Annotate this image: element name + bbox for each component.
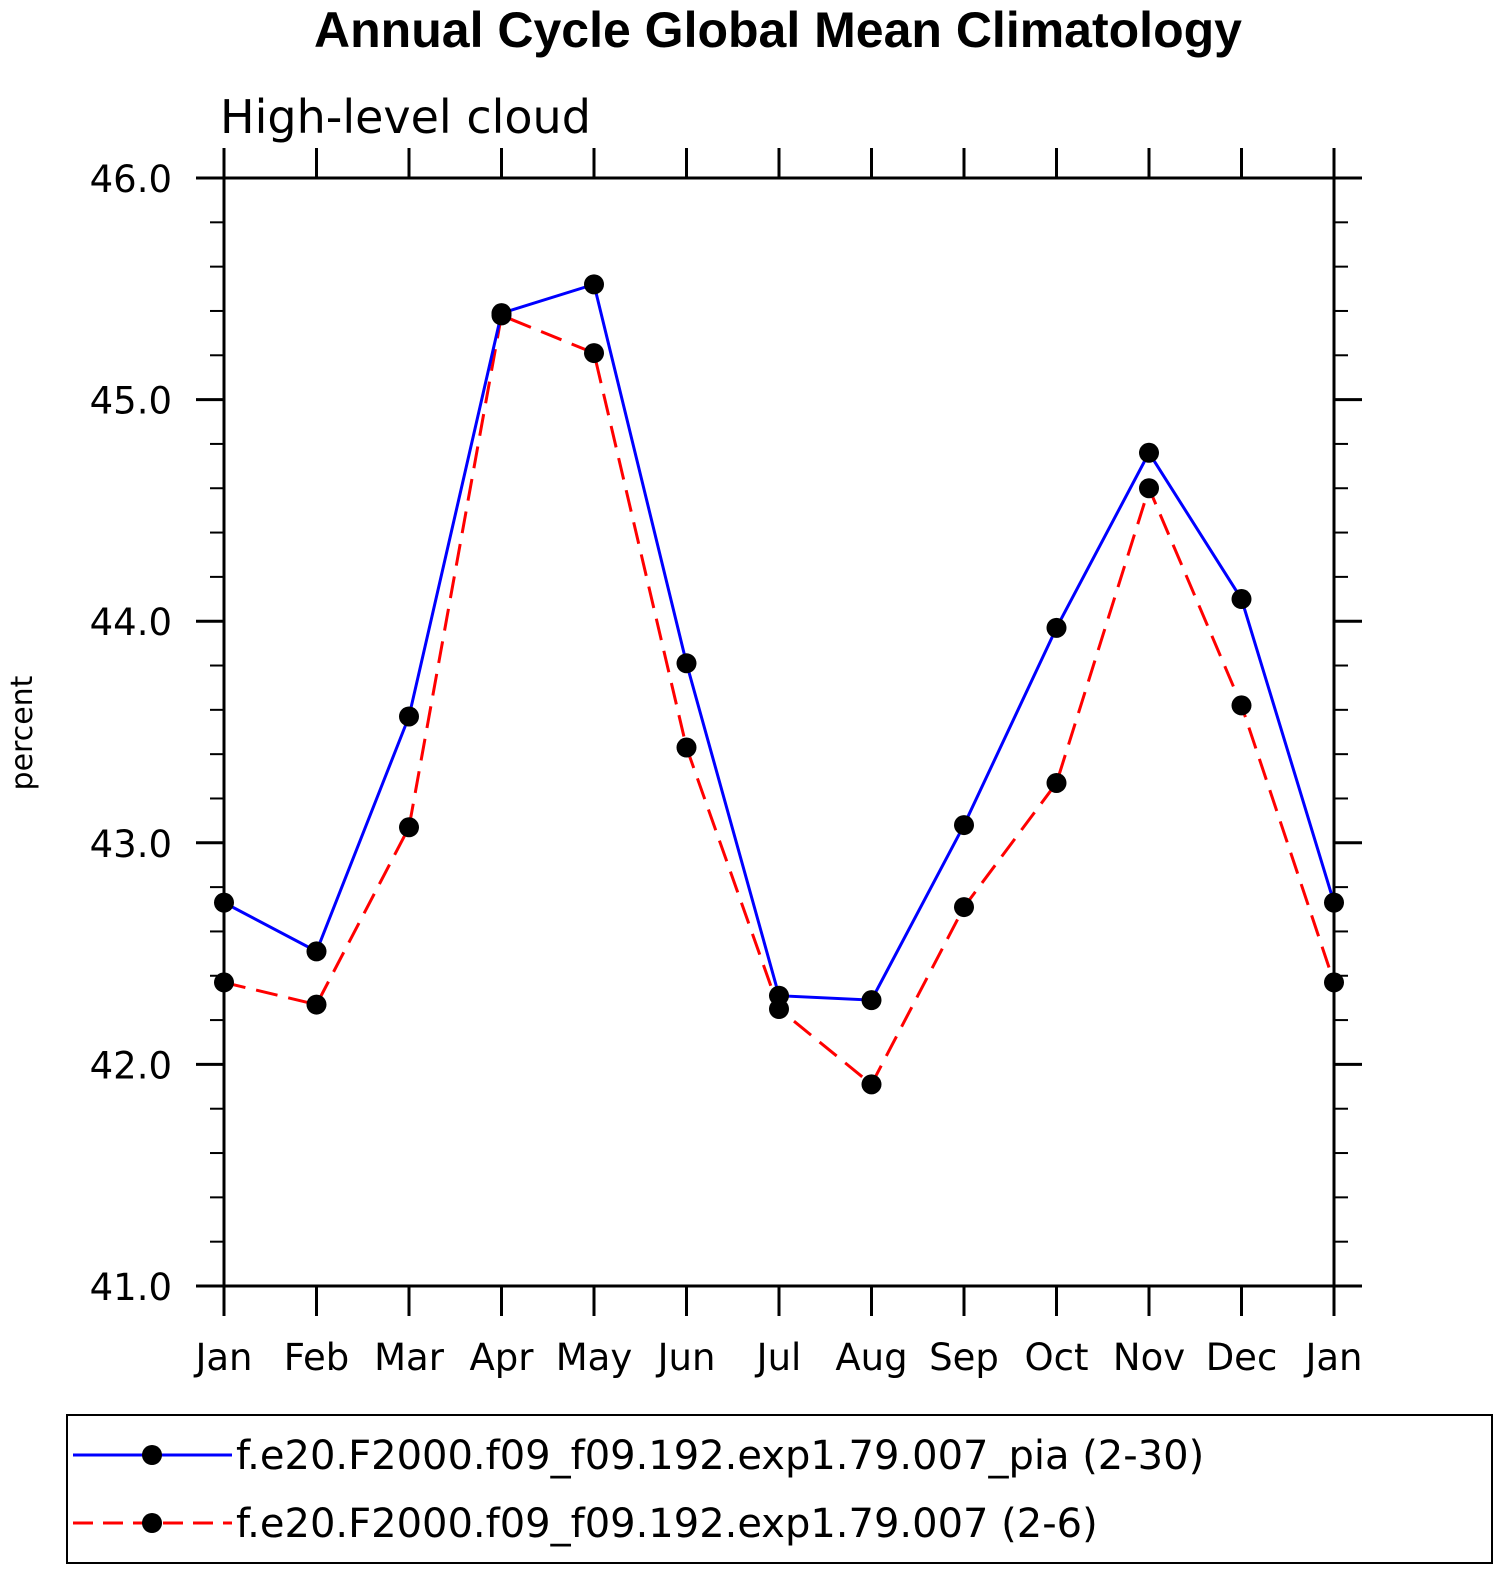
- data-point: [1139, 478, 1159, 499]
- x-tick-label: Dec: [1206, 1336, 1278, 1379]
- x-tick-labels: Jan Feb Mar Apr May Jun Jul Aug Sep Oct Nov Dec Jan: [193, 1336, 1362, 1379]
- data-point: [399, 817, 419, 838]
- x-tick-label: Apr: [469, 1336, 534, 1379]
- data-point: [399, 706, 419, 727]
- data-point: [1324, 972, 1344, 993]
- x-tick-label: Jun: [656, 1336, 716, 1379]
- x-tick-label: Jan: [1303, 1336, 1362, 1379]
- x-tick-label: Aug: [835, 1336, 907, 1379]
- y-tick-label: 42.0: [90, 1044, 172, 1087]
- x-tick-label: Jan: [193, 1336, 252, 1379]
- data-point: [306, 941, 327, 962]
- data-point: [1046, 617, 1067, 638]
- y-tick-label: 43.0: [90, 823, 172, 866]
- y-tick-label: 46.0: [90, 158, 172, 201]
- series-layer: [214, 274, 1344, 1095]
- data-point: [214, 892, 234, 913]
- y-tick-label: 45.0: [90, 380, 172, 423]
- data-point: [306, 994, 327, 1015]
- x-tick-label: Mar: [374, 1336, 445, 1379]
- x-tick-label: Sep: [929, 1336, 999, 1379]
- legend-box: [66, 1414, 1493, 1564]
- data-point: [1231, 695, 1252, 716]
- legend-label: f.e20.F2000.f09_f09.192.exp1.79.007 (2-6…: [236, 1501, 1098, 1547]
- legend-label: f.e20.F2000.f09_f09.192.exp1.79.007_pia …: [236, 1433, 1204, 1479]
- data-point: [1139, 442, 1159, 463]
- axis-ticks: [196, 148, 1362, 1316]
- data-point: [1231, 589, 1252, 610]
- data-point: [584, 274, 604, 295]
- x-tick-label: Nov: [1113, 1336, 1185, 1379]
- data-point: [1324, 892, 1344, 913]
- data-point: [676, 737, 697, 758]
- legend: f.e20.F2000.f09_f09.192.exp1.79.007_pia …: [73, 1433, 1204, 1547]
- data-point: [491, 305, 512, 326]
- data-point: [954, 815, 974, 836]
- y-axis-label: percent: [5, 675, 40, 790]
- x-tick-label: Feb: [284, 1336, 350, 1379]
- data-point: [861, 1074, 882, 1095]
- x-tick-label: Jul: [755, 1336, 802, 1379]
- data-point: [769, 999, 789, 1019]
- data-point: [584, 343, 604, 364]
- data-point: [1046, 772, 1067, 793]
- legend-marker: [142, 1445, 162, 1465]
- data-point: [676, 653, 697, 674]
- chart-subtitle: High-level cloud: [220, 90, 591, 144]
- plot-frame: [222, 176, 1336, 1288]
- series-line: [223, 313, 1336, 1087]
- series-line: [223, 282, 1336, 1002]
- data-point: [954, 897, 974, 918]
- data-point: [214, 972, 234, 993]
- y-tick-label: 41.0: [90, 1266, 172, 1309]
- chart-title: Annual Cycle Global Mean Climatology: [314, 2, 1242, 58]
- y-tick-labels: 41.0 42.0 43.0 44.0 45.0 46.0: [90, 158, 172, 1309]
- x-tick-label: Oct: [1025, 1336, 1089, 1379]
- data-point: [861, 990, 882, 1011]
- y-tick-label: 44.0: [90, 601, 172, 644]
- legend-marker: [142, 1513, 162, 1533]
- x-tick-label: May: [556, 1336, 633, 1379]
